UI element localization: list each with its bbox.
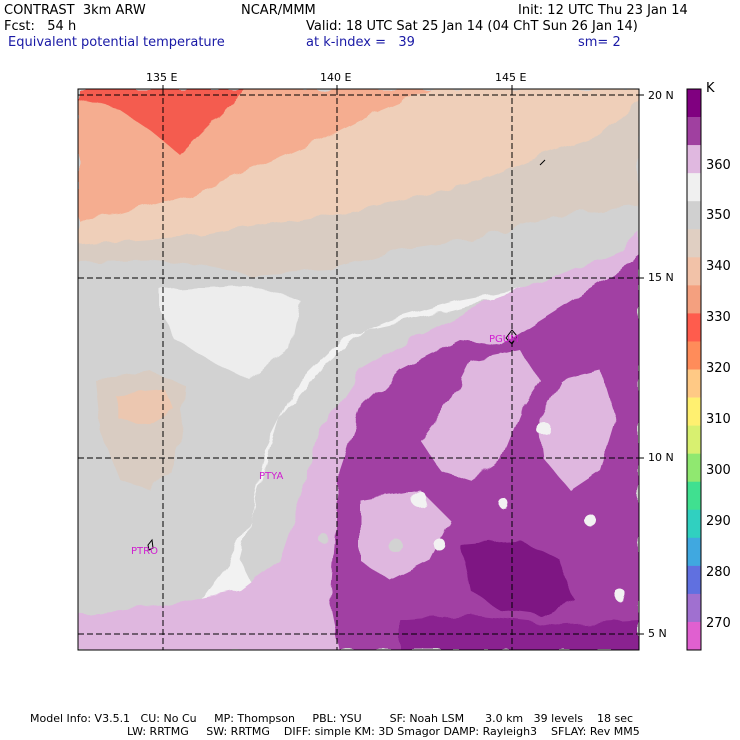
northern-island (539, 159, 546, 166)
lon-label-135: 135 E (146, 71, 178, 84)
station-ptro: PTRO (131, 546, 158, 557)
colorbar-swatch (687, 397, 701, 426)
field-peach-west (115, 390, 175, 425)
colorbar-label-330: 330 (706, 310, 731, 325)
colorbar-label-350: 350 (706, 208, 731, 223)
colorbar-swatch (687, 89, 701, 118)
colorbar-frame (686, 88, 702, 651)
colorbar-swatch (687, 425, 701, 454)
colorbar-label-320: 320 (706, 361, 731, 376)
colorbar-label-300: 300 (706, 463, 731, 478)
field-lightgray-patch (160, 285, 300, 380)
lon-label-145: 145 E (495, 71, 527, 84)
field-lightpurple-intrusion (420, 350, 540, 480)
colorbar-label-280: 280 (706, 565, 731, 580)
colorbar-label-340: 340 (706, 259, 731, 274)
model-info-line2: LW: RRTMG SW: RRTMG DIFF: simple KM: 3D … (127, 725, 640, 738)
field-red-330 (78, 89, 245, 155)
colorbar-swatch (687, 593, 701, 623)
smoothing-label: sm= 2 (578, 35, 621, 50)
colorbar-unit: K (706, 81, 715, 96)
palau-island (147, 538, 154, 551)
level-label: at k-index = 39 (306, 35, 415, 50)
field-darkpurple-375 (460, 540, 575, 615)
valid-time: Valid: 18 UTC Sat 25 Jan 14 (04 ChT Sun … (306, 19, 638, 34)
colorbar-swatch (687, 229, 701, 258)
init-time: Init: 12 UTC Thu 23 Jan 14 (518, 3, 688, 18)
station-ptya: PTYA (259, 471, 283, 482)
colorbar-swatch (687, 537, 701, 567)
colorbar-swatch (687, 313, 701, 342)
lon-label-140: 140 E (320, 71, 352, 84)
colorbar-swatch (687, 257, 701, 286)
field-lightpurple-intrusion-2 (540, 370, 615, 490)
field-lightpurple-intrusion-3 (360, 490, 450, 580)
colorbar-swatch (687, 369, 701, 398)
colorbar-label-310: 310 (706, 412, 731, 427)
colorbar-swatch (687, 173, 701, 202)
forecast-hour: Fcst: 54 h (4, 19, 77, 34)
map-frame (77, 88, 640, 651)
lat-label-20: 20 N (648, 89, 674, 102)
colorbar-swatch (687, 145, 701, 174)
colorbar-swatch (687, 285, 701, 314)
colorbar-swatch (687, 453, 701, 482)
lat-label-5: 5 N (648, 627, 667, 640)
guam-island (505, 329, 518, 345)
model-title: CONTRAST 3km ARW (4, 3, 146, 18)
colorbar-swatch (687, 201, 701, 230)
colorbar-swatch (687, 621, 701, 651)
colorbar-swatch (687, 117, 701, 146)
model-info-line1: Model Info: V3.5.1 CU: No Cu MP: Thompso… (30, 712, 634, 725)
colorbar-label-360: 360 (706, 158, 731, 173)
graticule (78, 89, 639, 650)
colorbar-swatch (687, 509, 701, 539)
colorbar-label-290: 290 (706, 514, 731, 529)
lat-label-10: 10 N (648, 451, 674, 464)
colorbar-label-270: 270 (706, 616, 731, 631)
colorbar-swatch (687, 565, 701, 595)
field-darkpurple-south (400, 615, 639, 650)
org-label: NCAR/MMM (241, 3, 316, 18)
field-name: Equivalent potential temperature (8, 35, 225, 50)
colorbar-swatch (687, 481, 701, 511)
station-pgum: PGUM (489, 334, 519, 345)
lat-label-15: 15 N (648, 271, 674, 284)
colorbar-swatch (687, 341, 701, 370)
colorbar (686, 88, 702, 651)
